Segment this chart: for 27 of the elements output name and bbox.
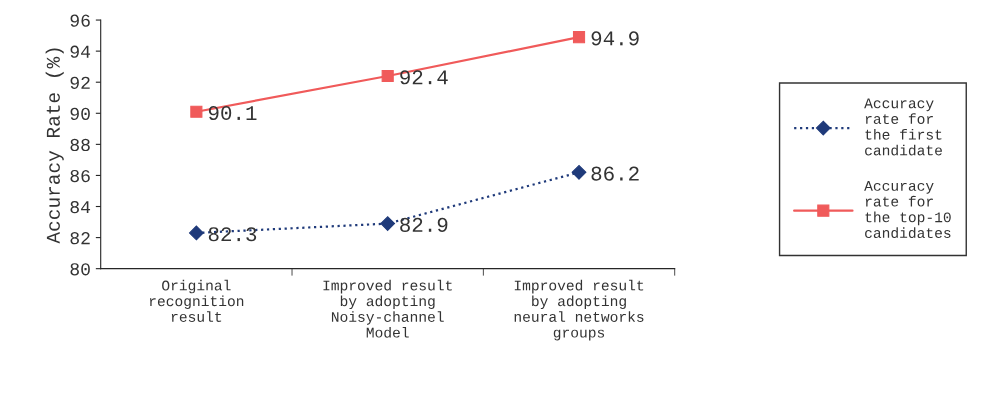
y-tick-label: 84: [70, 200, 91, 214]
data-label: 82.3: [208, 227, 257, 242]
y-tick-label: 90: [70, 107, 90, 120]
x-tick-label: Original recognition result: [149, 279, 244, 322]
point: [190, 105, 203, 118]
legend-label: Accuracy rate for the top-10 candidates: [864, 181, 951, 239]
point: [380, 216, 396, 231]
point: [381, 69, 394, 83]
x-tick-label: Improved result by adopting Noisy-channel Model: [323, 279, 452, 338]
point: [572, 31, 586, 44]
y-tick-label: 92: [70, 76, 90, 89]
y-tick-label: 80: [70, 263, 90, 276]
legend-label: Accuracy rate for the first candidate: [864, 98, 942, 156]
point: [571, 164, 587, 180]
y-tick-label: 96: [70, 14, 90, 27]
point: [188, 225, 204, 241]
y-tick-label: 86: [70, 169, 90, 183]
y-tick-label: 94: [70, 45, 91, 58]
x-tick-label: Improved result by adopting neural networks groups: [514, 279, 644, 341]
y-axis-title: Accuracy Rate (%): [45, 48, 64, 244]
y-tick-label: 88: [70, 138, 90, 152]
data-label: 82.9: [400, 217, 448, 232]
data-label: 94.9: [591, 31, 639, 46]
y-tick-label: 82: [70, 232, 90, 245]
data-label: 92.4: [400, 70, 448, 85]
data-label: 86.2: [591, 166, 639, 181]
data-label: 90.1: [208, 105, 257, 121]
